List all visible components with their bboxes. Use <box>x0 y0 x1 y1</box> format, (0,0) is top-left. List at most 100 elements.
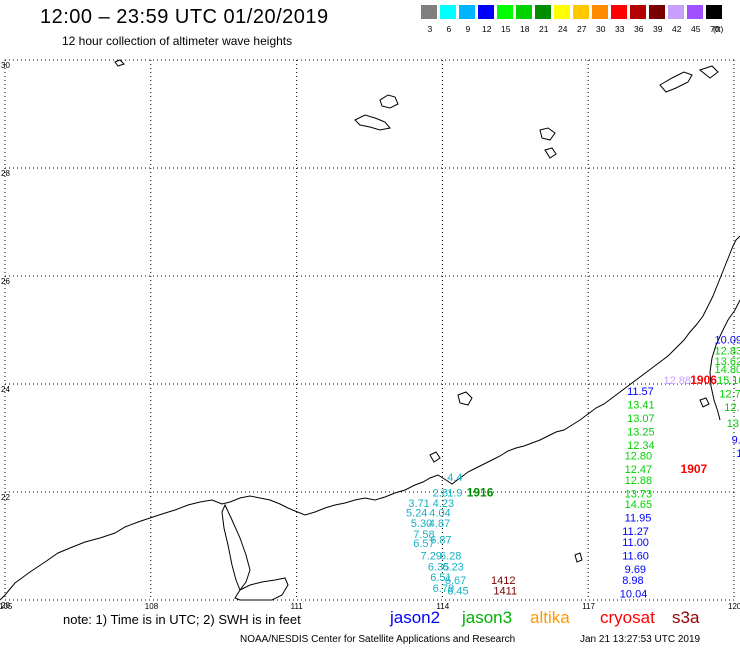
satellite-label-jason2: jason2 <box>390 608 441 627</box>
wave-height-label: 6.35 <box>428 561 449 573</box>
wave-height-label: 1907 <box>681 462 708 476</box>
wave-height-label: 12.78 <box>719 389 740 401</box>
satellite-label-cryosat: cryosat <box>600 608 655 627</box>
island-hk <box>429 451 441 463</box>
wave-height-label: 6.23 <box>442 561 463 573</box>
wave-height-label: 3.71 <box>408 498 429 510</box>
island-penghu <box>457 391 473 406</box>
legend-label: 30 <box>596 24 606 34</box>
legend-swatch <box>687 5 703 19</box>
wave-height-label: 6.87 <box>430 534 451 546</box>
wave-height-label: 11.00 <box>622 537 649 549</box>
island-north-5 <box>659 71 693 93</box>
legend-label: 9 <box>465 24 471 34</box>
wave-height-label: 10.09 <box>715 335 740 347</box>
wave-height-label: 1906 <box>690 373 717 387</box>
legend-swatch <box>706 5 722 19</box>
legend-swatch <box>535 5 551 19</box>
wave-height-label: 4.23 <box>433 498 454 510</box>
wave-height-label: 4.04 <box>429 507 450 519</box>
lat-tick-label: 20 <box>1 601 10 610</box>
legend-swatch <box>554 5 570 19</box>
wave-height-label: 10.04 <box>620 588 648 600</box>
satellite-label-s3a: s3a <box>672 608 700 627</box>
wave-height-label: 12.34 <box>627 440 655 452</box>
wave-height-label: 13.62 <box>715 356 740 368</box>
wave-height-label: 6.45 <box>447 586 468 598</box>
footer-credit: NOAA/NESDIS Center for Satellite Applica… <box>240 634 516 645</box>
wave-height-label: 1412 <box>491 575 515 587</box>
legend-label: 6 <box>446 24 452 34</box>
wave-height-label: 2.8 <box>433 487 448 499</box>
legend-swatch <box>516 5 532 19</box>
wave-height-label: 1916 <box>467 485 494 499</box>
legend-label: 24 <box>558 24 568 34</box>
island-north-6 <box>698 65 719 79</box>
wave-height-label: 9.48 <box>732 434 740 446</box>
legend-swatch <box>592 5 608 19</box>
legend-swatch <box>478 5 494 19</box>
satellite-label-jason3: jason3 <box>462 608 513 627</box>
observations: 4.4 2.8 1.9 1916 3.71 4.23 5.24 4.045.304.877.5… <box>406 335 740 601</box>
wave-height-label: 6.67 <box>445 575 466 587</box>
wave-height-label: 11.27 <box>622 526 649 538</box>
wave-height-label: 8.98 <box>622 575 643 587</box>
legend-swatch <box>630 5 646 19</box>
wave-height-label: 9.69 <box>625 564 646 576</box>
legend-swatch <box>649 5 665 19</box>
legend-label: 21 <box>539 24 549 34</box>
legend-label: 36 <box>634 24 644 34</box>
wave-height-label: 6.57 <box>413 538 434 550</box>
lon-tick-label: 105 <box>0 602 13 611</box>
wave-height-label: 12.88 <box>625 475 653 487</box>
wave-height-label: 6.79 <box>433 583 454 595</box>
wave-height-label: 12.88 <box>664 375 692 387</box>
leizhou-peninsula <box>221 503 251 592</box>
lat-tick-label: 22 <box>1 493 10 502</box>
map-title: 12:00 – 23:59 UTC 01/20/2019 <box>40 6 329 28</box>
legend-label: 15 <box>501 24 511 34</box>
legend-unit: (ft) <box>713 24 724 34</box>
lon-tick-label: 120 <box>728 602 740 611</box>
lon-tick-label: 111 <box>291 602 304 611</box>
lat-tick-label: 30 <box>1 61 10 70</box>
wave-height-label: 7.58 <box>413 529 434 541</box>
legend-swatch <box>421 5 437 19</box>
wave-height-label: 5.30 <box>411 518 432 530</box>
legend-swatch <box>611 5 627 19</box>
legend-swatch <box>573 5 589 19</box>
footer-timestamp: Jan 21 13:27:53 UTC 2019 <box>580 634 701 645</box>
hainan-island <box>234 577 289 601</box>
wave-height-label: 12.62 <box>724 402 740 414</box>
legend-swatch <box>497 5 513 19</box>
wave-height-label: 13.60 <box>727 418 740 430</box>
island-east-1 <box>699 397 710 408</box>
wave-height-label: 6.51 <box>430 572 451 584</box>
wave-height-label: 4.87 <box>429 518 450 530</box>
legend-swatch <box>440 5 456 19</box>
lon-tick-label: 114 <box>436 602 449 611</box>
legend-label: 33 <box>615 24 625 34</box>
island-north-4 <box>544 147 557 159</box>
legend-label: 27 <box>577 24 587 34</box>
wave-height-label: 15.10 <box>717 375 740 387</box>
wave-height-label: 14.65 <box>625 499 653 511</box>
mainland-coast <box>0 235 740 601</box>
wave-height-label: 12.80 <box>625 451 653 463</box>
lat-tick-label: 26 <box>1 277 10 286</box>
legend-swatch <box>668 5 684 19</box>
wave-height-label: 7.29 <box>421 551 442 563</box>
satellite-label-altika: altika <box>530 608 570 627</box>
wave-height-label: 1411 <box>493 586 517 598</box>
island-north-1 <box>354 114 391 131</box>
island-south <box>574 552 583 563</box>
wave-height-label: 12.47 <box>625 464 653 476</box>
footer-note: note: 1) Time is in UTC; 2) SWH is in fe… <box>63 612 301 627</box>
lon-tick-label: 117 <box>582 602 595 611</box>
legend-label: 3 <box>427 24 433 34</box>
lat-tick-label: 24 <box>1 385 10 394</box>
legend-swatch <box>459 5 475 19</box>
island-north-2 <box>379 94 399 109</box>
